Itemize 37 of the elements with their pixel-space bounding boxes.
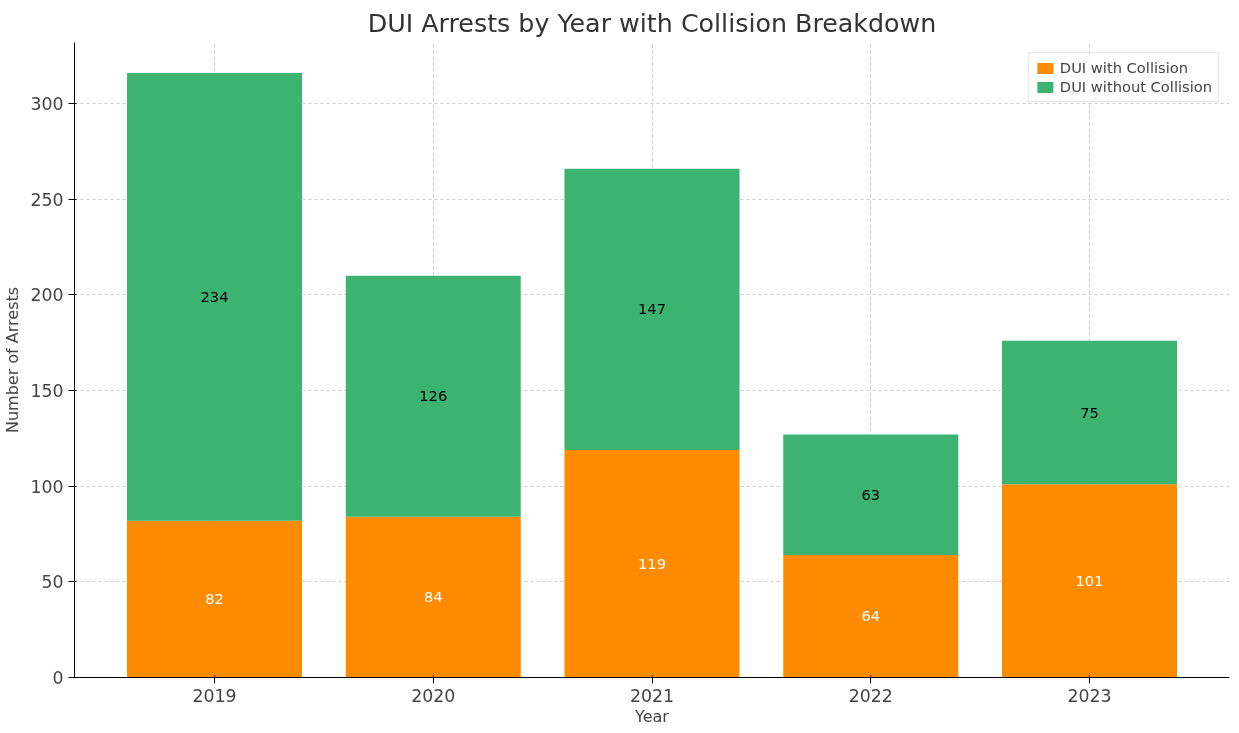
data-label: 126 (419, 387, 448, 405)
y-tick-label: 50 (41, 572, 64, 593)
bar (345, 275, 521, 517)
data-label: 64 (861, 607, 881, 625)
data-label: 82 (205, 590, 224, 608)
data-label: 84 (423, 588, 443, 606)
y-tick-label: 0 (52, 668, 64, 688)
bar (1002, 484, 1177, 678)
bar (783, 555, 959, 678)
x-tick-label: 2019 (192, 685, 237, 706)
data-label: 75 (1080, 403, 1099, 421)
legend-label: DUI without Collision (1059, 78, 1212, 95)
data-label: 101 (1075, 571, 1104, 589)
bar (564, 168, 740, 450)
legend-label: DUI with Collision (1059, 59, 1188, 76)
bar (345, 516, 521, 678)
x-tick-label: 2021 (629, 685, 675, 706)
bar (783, 434, 959, 556)
x-tick-label: 2022 (848, 685, 893, 706)
y-tick-label: 300 (30, 94, 64, 115)
bar (1002, 340, 1177, 485)
x-tick-label: 2023 (1067, 685, 1112, 706)
data-label: 63 (861, 485, 881, 503)
y-axis-title: Number of Arrests (3, 286, 23, 434)
data-label: 119 (638, 554, 666, 572)
data-label: 234 (200, 287, 229, 305)
y-tick-label: 100 (30, 476, 64, 497)
y-tick-label: 250 (30, 189, 64, 210)
chart-title: DUI Arrests by Year with Collision Breakdown (367, 7, 937, 38)
bar (127, 73, 302, 521)
x-axis-title: Year (634, 706, 670, 726)
bar (127, 520, 302, 678)
y-tick-label: 200 (30, 285, 64, 306)
data-label: 147 (638, 300, 666, 318)
bar (564, 449, 740, 678)
x-tick-label: 2020 (411, 685, 456, 706)
y-tick-label: 150 (30, 381, 64, 402)
